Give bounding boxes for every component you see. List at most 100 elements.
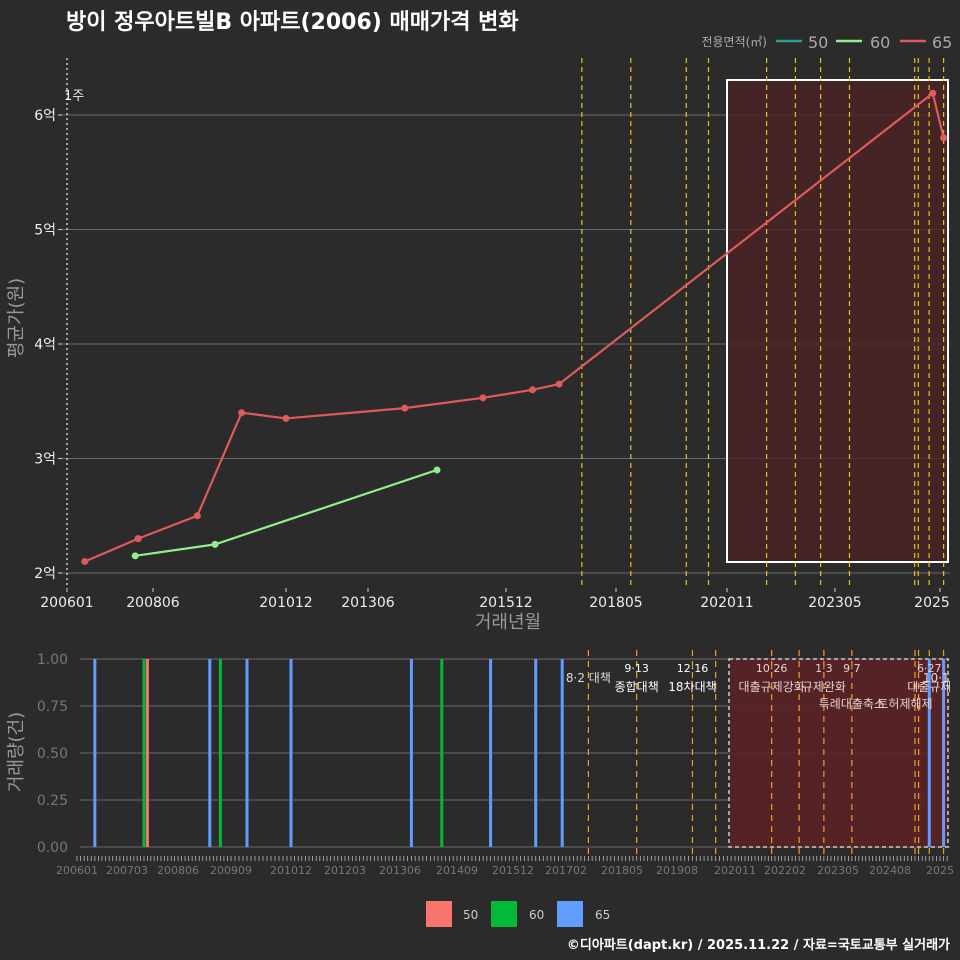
y-tick-label: 0.25: [37, 793, 68, 809]
chart-title: 방이 정우아트빌B 아파트(2006) 매매가격 변화: [66, 10, 519, 35]
data-point-65: [529, 386, 537, 394]
data-point-60: [131, 552, 139, 560]
policy-date-label: 1·3: [815, 662, 833, 675]
y-tick-label: 2억: [34, 566, 56, 582]
legend-label-50: 50: [463, 908, 478, 922]
volume-bar-65: [245, 659, 249, 847]
volume-bar-65: [560, 659, 564, 847]
x-tick-label: 202202: [764, 864, 806, 877]
data-point-65: [81, 558, 89, 566]
legend-label-65: 65: [932, 33, 952, 52]
data-point-65: [929, 89, 937, 97]
x-tick-label: 202305: [808, 595, 861, 611]
x-axis-title: 거래년월: [475, 612, 541, 633]
data-point-65: [555, 380, 563, 388]
volume-bar-65: [289, 659, 293, 847]
volume-bar-65: [942, 659, 946, 847]
policy-label: 10·15: [923, 671, 957, 685]
x-tick-label: 201306: [379, 864, 421, 877]
policy-label: 8·2 대책: [566, 670, 611, 685]
legend-title: 전용면적(㎡): [701, 35, 767, 49]
x-tick-label: 201908: [656, 864, 698, 877]
y-tick-label: 5억: [34, 223, 56, 239]
x-tick-label: 202305: [817, 864, 859, 877]
data-point-65: [134, 535, 142, 543]
x-tick-label: 202011: [714, 864, 756, 877]
data-point-65: [479, 394, 487, 402]
policy-name-label: 대출규제강화: [739, 680, 805, 694]
x-tick-label: 201012: [270, 864, 312, 877]
volume-bar-65: [409, 659, 413, 847]
legend-label-60: 60: [529, 908, 544, 922]
y-tick-label: 0.00: [37, 840, 68, 856]
legend-label-60: 60: [870, 33, 890, 52]
legend-label-65: 65: [595, 908, 610, 922]
policy-name-label: 대출규제: [907, 680, 951, 694]
legend-top: 전용면적(㎡) 50 60 65: [701, 33, 952, 52]
marker-label: 1주: [64, 89, 84, 104]
policy-date-label: 9·7: [843, 662, 861, 675]
y-tick-label: 4억: [34, 337, 56, 353]
x-tick-label: 2025: [926, 864, 954, 877]
volume-bar-65: [489, 659, 493, 847]
y-tick-label: 1.00: [37, 652, 68, 668]
legend-key-65: [557, 901, 583, 927]
x-tick-label: 202408: [869, 864, 911, 877]
policy-name-label: 종합대책: [615, 679, 659, 694]
x-tick-label: 201306: [341, 595, 395, 611]
volume-bar-60: [218, 659, 222, 847]
data-point-60: [433, 466, 441, 474]
x-tick-label: 201409: [436, 864, 478, 877]
x-tick-label: 2025: [914, 595, 950, 611]
data-point-65: [238, 409, 246, 417]
x-tick-label: 201805: [601, 864, 643, 877]
legend-bottom: 50 60 65: [426, 901, 610, 927]
x-tick-label: 201702: [545, 864, 587, 877]
volume-bar-65: [93, 659, 97, 847]
x-tick-label: 200806: [157, 864, 199, 877]
y-tick-label: 0.75: [37, 699, 68, 715]
x-tick-label: 200601: [40, 595, 93, 611]
data-point-60: [211, 540, 219, 548]
x-tick-label: 202011: [700, 595, 753, 611]
policy-name-label: 규제완화: [802, 680, 846, 694]
x-tick-label: 200909: [210, 864, 252, 877]
policy-name-label: 18차대책: [668, 679, 716, 694]
y-tick-label: 6억: [34, 108, 56, 124]
policy-date-label: 6·27: [917, 662, 942, 675]
data-point-65: [282, 414, 290, 422]
x-tick-label: 201203: [324, 864, 366, 877]
y-axis-title: 거래량(건): [6, 712, 27, 792]
x-tick-label: 201512: [479, 595, 532, 611]
volume-bar-60: [142, 659, 146, 847]
legend-key-50: [426, 901, 452, 927]
y-axis-title: 평균가(원): [6, 278, 27, 358]
x-tick-label: 201805: [589, 595, 642, 611]
policy-name-label: 특례대출축소: [819, 697, 885, 711]
policy-name-label: 토허제해제: [877, 697, 932, 711]
series-line-60: [135, 468, 438, 557]
x-tick-label: 200601: [56, 864, 98, 877]
data-point-65: [401, 404, 409, 412]
price-plot-area: 1주: [62, 58, 950, 588]
highlight-period-box: [728, 658, 949, 848]
data-point-65: [940, 134, 948, 142]
y-tick-label: 0.50: [37, 746, 68, 762]
policy-date-label: 10·26: [756, 662, 788, 675]
x-tick-label: 201012: [259, 595, 312, 611]
volume-bar-65: [208, 659, 212, 847]
data-point-65: [193, 512, 201, 520]
y-tick-label: 3억: [34, 452, 56, 468]
volume-bar-65: [534, 659, 538, 847]
source-footer: ©디아파트(dapt.kr) / 2025.11.22 / 자료=국토교통부 실…: [566, 938, 950, 953]
volume-bar-50: [145, 659, 149, 847]
x-tick-label: 200703: [106, 864, 148, 877]
volume-bar-60: [440, 659, 444, 847]
x-tick-label: 200806: [126, 595, 180, 611]
policy-date-label: 12·16: [677, 662, 709, 675]
legend-label-50: 50: [808, 33, 828, 52]
volume-bar-65: [927, 659, 931, 847]
highlight-period-box: [726, 79, 949, 563]
volume-plot-area: 8·2 대책 9·13 종합대책 12·16 18차대책 10·26 대출규제강화 1·3 규제…: [80, 650, 957, 855]
